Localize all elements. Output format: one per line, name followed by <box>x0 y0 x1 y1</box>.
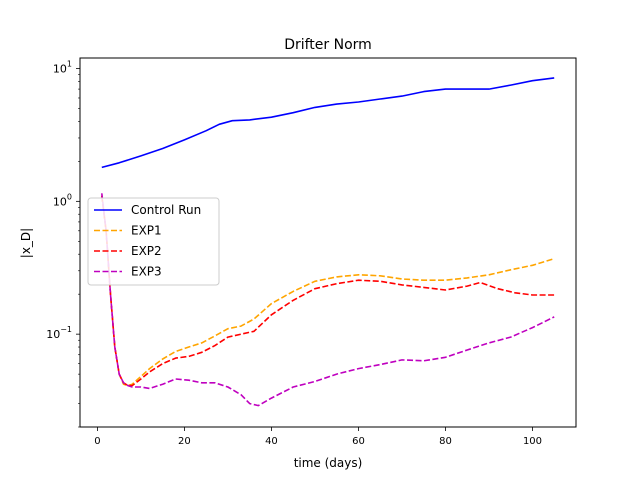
x-tick-label: 60 <box>352 436 365 447</box>
legend-label-4: EXP3 <box>131 265 162 279</box>
legend-label-2: EXP1 <box>131 224 162 238</box>
y-tick-label: 100 <box>53 192 72 208</box>
x-axis-label: time (days) <box>294 456 363 470</box>
x-tick-label: 0 <box>94 436 100 447</box>
x-tick-label: 40 <box>265 436 278 447</box>
series-layer <box>101 77 555 407</box>
y-axis-label: |x_D| <box>19 228 33 258</box>
x-tick-label: 100 <box>523 436 542 447</box>
y-tick-label: 10−1 <box>46 325 72 341</box>
legend-label-3: EXP2 <box>131 244 162 258</box>
legend-label-1: Control Run <box>131 203 201 217</box>
x-tick-label: 80 <box>439 436 452 447</box>
series-line-3 <box>101 195 555 387</box>
legend-box <box>87 197 220 286</box>
series-line-2 <box>101 195 555 387</box>
plot-frame <box>79 57 577 428</box>
x-tick-label: 20 <box>178 436 191 447</box>
chart-title: Drifter Norm <box>284 37 372 53</box>
x-axis: 0 20 40 60 80 100 <box>94 427 542 447</box>
series-line-1 <box>101 77 555 169</box>
y-tick-label: 101 <box>53 60 72 76</box>
series-line-4 <box>101 193 555 407</box>
legend: Control Run EXP1 EXP2 EXP3 <box>87 197 220 286</box>
y-axis: 10−1 100 101 <box>46 60 80 428</box>
